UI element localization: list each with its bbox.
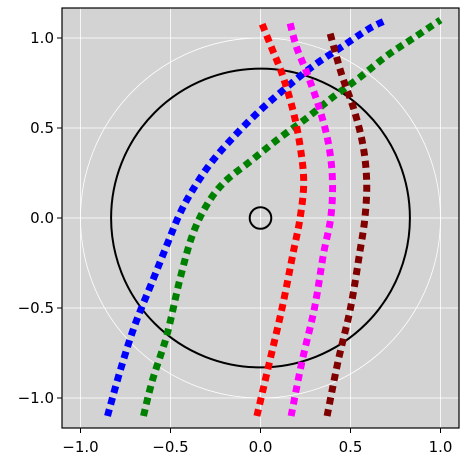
- x-tick-label-0: −1.0: [62, 438, 98, 456]
- x-tick-label-4: 1.0: [429, 438, 453, 456]
- y-tick-label-3: 0.5: [30, 119, 54, 137]
- y-tick-label-1: −0.5: [18, 299, 54, 317]
- grid: [62, 8, 459, 428]
- series-line-0: [104, 16, 389, 417]
- circle-1: [110, 67, 411, 369]
- x-tick-label-3: 0.5: [339, 438, 363, 456]
- series-line-4: [323, 28, 371, 417]
- y-tick-label-0: −1.0: [18, 389, 54, 407]
- y-tick-label-2: 0.0: [30, 209, 54, 227]
- axis-ticks: −1.0 −0.5 0.0 0.5 1.0 −1.0 −0.5 0.0 0.5 1.0: [18, 29, 453, 456]
- series-line-1: [140, 17, 443, 417]
- x-tick-label-1: −0.5: [152, 438, 188, 456]
- circle-2: [248, 206, 273, 230]
- y-tick-label-4: 1.0: [30, 29, 54, 47]
- x-tick-label-2: 0.0: [249, 438, 273, 456]
- series-lines: [104, 16, 443, 417]
